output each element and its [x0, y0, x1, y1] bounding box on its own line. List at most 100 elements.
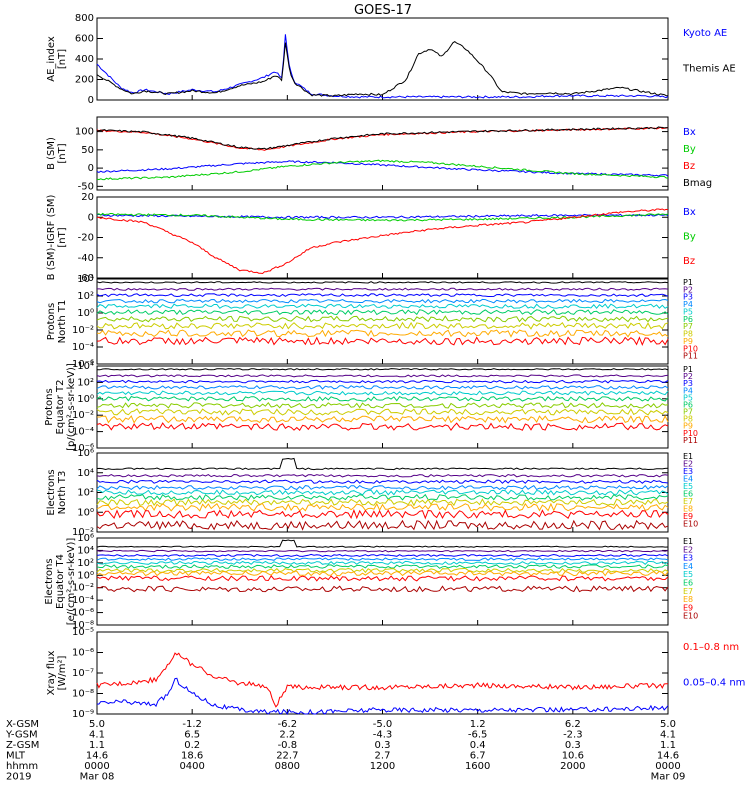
- y-tick-label-electrons-north: 10⁶: [77, 448, 94, 459]
- level-line-electrons-equator-7: [96, 570, 669, 577]
- y-tick-label-xray-flux: 10⁻⁶: [72, 648, 94, 659]
- y-axis-label-electrons-north: North T3: [57, 471, 68, 515]
- legend-entry-protons-equator: P4: [683, 386, 693, 395]
- level-line-electrons-north-2: [96, 479, 669, 484]
- level-line-electrons-equator-9: [96, 585, 669, 593]
- plot-title: GOES-17: [354, 3, 412, 18]
- footer-cell: 6.5: [184, 730, 200, 741]
- series-b-sm-3: [96, 126, 669, 150]
- y-axis-label-protons-equator: [p/(cm²-s-sr-keV)]: [66, 363, 77, 451]
- legend-entry-xray-flux: 0.05–0.4 nm: [683, 678, 745, 689]
- y-tick-label-b-minus-igrf: 0: [88, 212, 94, 223]
- level-line-electrons-equator-3: [96, 557, 669, 561]
- level-line-protons-equator-3: [96, 385, 669, 390]
- panel-frame-xray-flux: [96, 631, 669, 715]
- level-line-electrons-equator-4: [96, 560, 669, 565]
- y-tick-label-protons-north: 10⁴: [77, 274, 94, 285]
- y-tick-label-b-sm: 0: [88, 163, 94, 174]
- legend-entry-electrons-north: E9: [683, 512, 693, 521]
- level-line-protons-north-6: [96, 315, 669, 323]
- legend-entry-b-sm: Bmag: [683, 178, 712, 189]
- legend-entry-electrons-equator: E6: [683, 579, 693, 588]
- y-axis-label-protons-north: North T1: [57, 300, 68, 344]
- y-axis-label-ae-index: AE_index: [46, 36, 57, 82]
- y-tick-label-electrons-north: 10²: [77, 488, 94, 499]
- legend-entry-ae-index: Kyoto AE: [683, 28, 727, 39]
- footer-cell: 18.6: [181, 751, 203, 762]
- legend-entry-protons-equator: P9: [683, 422, 693, 431]
- level-line-protons-equator-9: [96, 422, 669, 431]
- y-tick-label-protons-equator: 10⁴: [77, 361, 94, 372]
- legend-entry-electrons-equator: E3: [683, 554, 693, 563]
- panel-frame-protons-north: [96, 278, 669, 365]
- level-line-electrons-north-4: [96, 489, 669, 496]
- level-line-electrons-equator-0: [96, 539, 669, 548]
- footer-cell: 0400: [179, 761, 204, 772]
- y-tick-label-ae-index: 600: [75, 34, 94, 45]
- level-line-electrons-north-8: [96, 508, 669, 520]
- y-tick-label-protons-equator: 10⁰: [77, 394, 94, 405]
- level-line-protons-north-9: [96, 336, 669, 346]
- level-line-protons-north-7: [96, 321, 669, 330]
- y-tick-label-protons-equator: 10⁻⁶: [72, 443, 94, 454]
- level-line-protons-north-0: [96, 281, 669, 284]
- y-axis-label-electrons-north: Electrons: [46, 469, 57, 515]
- level-line-electrons-north-3: [96, 484, 669, 491]
- level-line-protons-equator-8: [97, 414, 669, 424]
- footer-cell: 1.1: [89, 740, 105, 751]
- legend-entry-protons-equator: P3: [683, 379, 693, 388]
- y-tick-label-electrons-equator: 10⁴: [77, 545, 94, 556]
- legend-entry-b-sm: By: [683, 144, 696, 155]
- legend-entry-electrons-north: E6: [683, 490, 693, 499]
- legend-entry-electrons-equator: E4: [683, 562, 693, 571]
- footer-cell: 5.0: [89, 719, 105, 730]
- y-tick-label-electrons-equator: 10⁰: [77, 570, 94, 581]
- y-tick-label-protons-north: 10⁻²: [72, 325, 94, 336]
- y-axis-label-b-sm: B (SM): [46, 137, 57, 170]
- legend-entry-b-sm: Bx: [683, 127, 696, 138]
- legend-entry-protons-north: P10: [683, 344, 698, 353]
- y-tick-label-protons-north: 10²: [77, 291, 94, 302]
- legend-entry-electrons-equator: E1: [683, 537, 693, 546]
- level-line-protons-north-2: [96, 293, 669, 298]
- legend-entry-electrons-north: E2: [683, 460, 693, 469]
- level-line-protons-equator-4: [96, 390, 669, 396]
- footer-cell: 1200: [370, 761, 395, 772]
- level-line-protons-north-4: [96, 303, 669, 309]
- y-axis-label-b-minus-igrf: [nT]: [57, 227, 68, 247]
- y-tick-label-b-sm: 100: [75, 127, 94, 138]
- level-line-electrons-equator-8: [96, 575, 669, 582]
- y-axis-label-ae-index: [nT]: [57, 49, 68, 69]
- legend-entry-electrons-north: E5: [683, 482, 693, 491]
- footer-cell: Mar 09: [651, 772, 686, 783]
- level-line-protons-equator-1: [96, 374, 669, 378]
- legend-entry-protons-equator: P2: [683, 372, 693, 381]
- y-tick-label-xray-flux: 10⁻⁹: [72, 709, 94, 720]
- footer-cell: -2.3: [563, 730, 583, 741]
- footer-cell: 14.6: [86, 751, 108, 762]
- y-tick-label-b-minus-igrf: -60: [78, 273, 94, 284]
- footer-cell: 1600: [465, 761, 490, 772]
- y-tick-label-b-sm: 50: [81, 145, 94, 156]
- y-axis-label-xray-flux: Xray flux: [46, 651, 57, 696]
- y-tick-label-xray-flux: 10⁻⁵: [72, 627, 94, 638]
- y-axis-label-b-minus-igrf: B (SM)-IGRF (SM): [46, 195, 57, 281]
- footer-cell: 1.1: [660, 740, 676, 751]
- footer-cell: -4.3: [373, 730, 393, 741]
- footer-cell: -6.2: [278, 719, 298, 730]
- legend-entry-protons-north: P2: [683, 285, 693, 294]
- legend-entry-protons-north: P7: [683, 322, 693, 331]
- level-line-protons-equator-5: [96, 395, 669, 402]
- series-b-minus-igrf-0: [96, 213, 669, 219]
- y-axis-label-xray-flux: [W/m²]: [57, 655, 68, 690]
- y-tick-label-b-minus-igrf: -20: [78, 233, 94, 244]
- legend-entry-protons-north: P6: [683, 315, 693, 324]
- footer-cell: 0.2: [184, 740, 200, 751]
- y-tick-label-b-sm: -50: [78, 181, 94, 192]
- series-b-minus-igrf-2: [96, 208, 669, 275]
- y-tick-label-electrons-equator: 10⁶: [77, 533, 94, 544]
- footer-cell: 0000: [84, 761, 109, 772]
- legend-entry-electrons-north: E8: [683, 505, 693, 514]
- footer-cell: 14.6: [657, 751, 679, 762]
